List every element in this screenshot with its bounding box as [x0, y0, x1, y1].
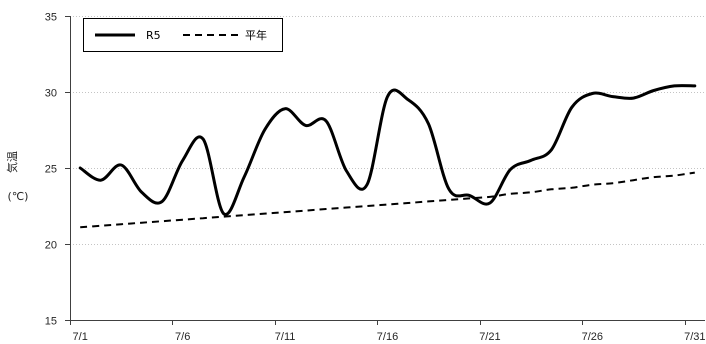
r5-data-point [406, 98, 410, 102]
r5-series-line [78, 84, 697, 216]
normal-data-point [406, 201, 410, 205]
r5-data-point [611, 95, 615, 99]
normal-data-point [549, 187, 553, 191]
normal-data-point [447, 198, 451, 202]
normal-data-point [672, 174, 676, 178]
r5-data-point [447, 187, 451, 191]
r5-data-point [590, 92, 594, 96]
x-tick-label: 7/11 [275, 331, 296, 343]
normal-data-point [508, 192, 512, 196]
r5-data-point [242, 175, 246, 179]
r5-data-point [488, 201, 492, 205]
r5-data-point [570, 105, 574, 109]
normal-data-point [345, 206, 349, 210]
legend-normal-label: 平年 [245, 28, 267, 42]
y-axis-unit: (℃) [8, 190, 29, 203]
r5-data-point [181, 158, 185, 162]
r5-data-point [160, 199, 164, 203]
r5-data-point [467, 193, 471, 197]
normal-data-point [160, 219, 164, 223]
r5-data-point [283, 107, 287, 111]
r5-data-point [529, 158, 533, 162]
r5-data-point [693, 84, 697, 88]
r5-data-point [222, 212, 226, 216]
r5-data-point [263, 128, 267, 132]
x-tick-label: 7/16 [377, 331, 398, 343]
normal-data-point [693, 171, 697, 175]
r5-data-point [365, 183, 369, 187]
normal-series-line [80, 171, 695, 229]
normal-data-point [427, 199, 431, 203]
y-tick-label: 25 [45, 164, 57, 176]
normal-data-point [263, 212, 267, 216]
normal-data-point [181, 218, 185, 222]
legend: R5 平年 [83, 18, 283, 52]
r5-data-point [201, 137, 205, 141]
normal-data-point [140, 221, 144, 225]
x-axis-ticks: 7/1 7/6 7/11 7/16 7/21 7/26 7/31 [70, 320, 706, 343]
normal-data-point [283, 210, 287, 214]
r5-data-point [386, 95, 390, 99]
r5-data-point [345, 169, 349, 173]
x-tick-label: 7/31 [684, 331, 705, 343]
normal-data-points [78, 171, 697, 230]
normal-data-point [386, 203, 390, 207]
r5-data-point [78, 166, 82, 170]
y-tick-label: 20 [45, 240, 57, 252]
gridlines [70, 16, 705, 245]
normal-data-point [242, 213, 246, 217]
y-tick-label: 30 [45, 88, 57, 100]
r5-data-point [631, 96, 635, 100]
x-tick-label: 7/26 [582, 331, 603, 343]
normal-data-point [652, 175, 656, 179]
normal-data-point [631, 178, 635, 182]
r5-data-point [140, 190, 144, 194]
x-tick-label: 7/6 [175, 331, 190, 343]
x-tick-label: 7/1 [73, 331, 88, 343]
r5-data-point [549, 148, 553, 152]
normal-data-point [99, 224, 103, 228]
r5-data-point [427, 122, 431, 126]
y-axis-title: 気温 [5, 151, 19, 173]
r5-data-point [304, 123, 308, 127]
x-tick-label: 7/21 [479, 331, 500, 343]
normal-data-point [365, 204, 369, 208]
normal-data-point [611, 181, 615, 185]
legend-r5-label: R5 [146, 29, 161, 42]
normal-data-point [529, 190, 533, 194]
r5-data-point [119, 163, 123, 167]
r5-data-point [99, 178, 103, 182]
r5-data-point [324, 119, 328, 123]
normal-data-point [324, 207, 328, 211]
r5-data-points [78, 84, 697, 216]
y-tick-label: 15 [45, 316, 57, 328]
normal-data-point [201, 216, 205, 220]
r5-data-point [508, 168, 512, 172]
normal-data-point [119, 222, 123, 226]
normal-data-point [590, 183, 594, 187]
normal-data-point [78, 225, 82, 229]
y-tick-label: 35 [45, 12, 57, 24]
normal-data-point [304, 209, 308, 213]
normal-data-point [488, 195, 492, 199]
r5-data-point [652, 89, 656, 93]
y-axis-ticks: 15 20 25 30 35 [45, 12, 70, 328]
normal-data-point [570, 186, 574, 190]
r5-data-point [672, 84, 676, 88]
